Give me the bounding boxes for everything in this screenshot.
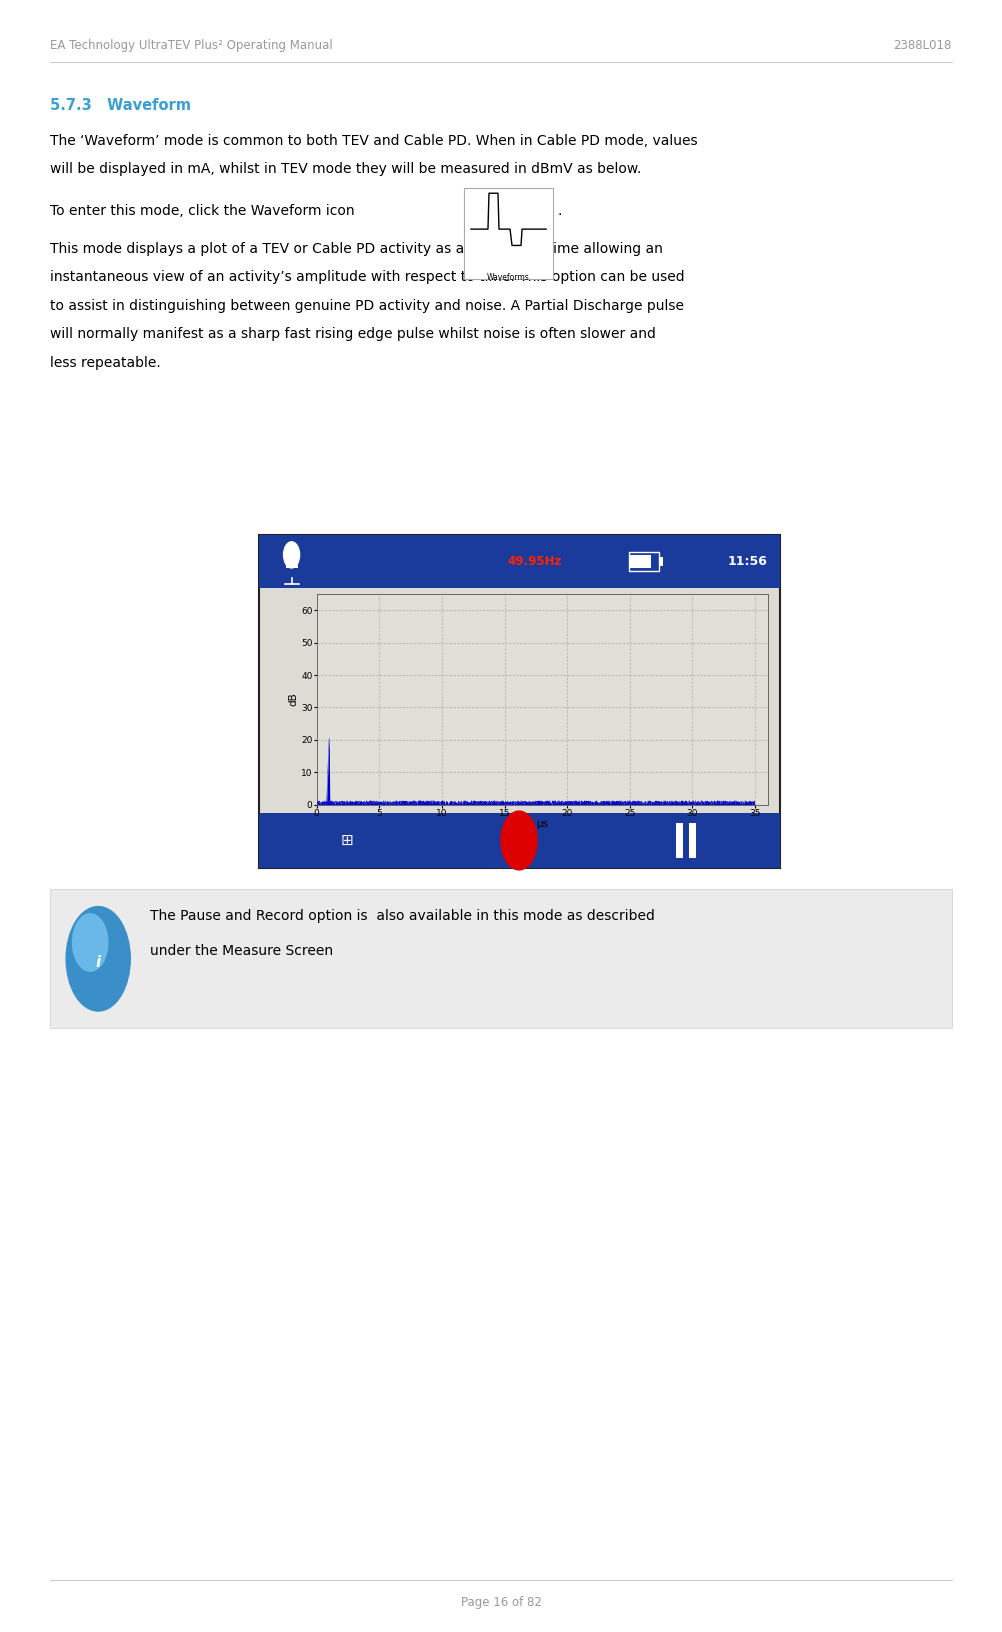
Text: Page 16 of 82: Page 16 of 82 xyxy=(461,1596,541,1609)
Text: less repeatable.: less repeatable. xyxy=(50,356,161,370)
Text: .: . xyxy=(557,204,561,219)
Bar xyxy=(629,552,659,571)
Text: 2388L018: 2388L018 xyxy=(894,39,952,52)
Text: 11:56: 11:56 xyxy=(727,555,768,568)
X-axis label: μs: μs xyxy=(536,819,548,829)
Text: will be displayed in mA, whilst in TEV mode they will be measured in dBmV as bel: will be displayed in mA, whilst in TEV m… xyxy=(50,162,641,176)
Text: instantaneous view of an activity’s amplitude with respect to time. This option : instantaneous view of an activity’s ampl… xyxy=(50,269,684,284)
Circle shape xyxy=(66,907,130,1012)
Text: To enter this mode, click the Waveform icon: To enter this mode, click the Waveform i… xyxy=(50,204,355,219)
Circle shape xyxy=(501,811,537,870)
Text: under the Measure Screen: under the Measure Screen xyxy=(150,943,334,958)
Bar xyxy=(659,557,663,566)
Text: ⊞: ⊞ xyxy=(341,832,354,849)
FancyBboxPatch shape xyxy=(464,188,553,279)
Bar xyxy=(286,552,298,568)
Circle shape xyxy=(72,914,108,971)
Bar xyxy=(688,823,695,858)
Text: 49.95Hz: 49.95Hz xyxy=(507,555,562,568)
Bar xyxy=(630,555,651,568)
Text: i: i xyxy=(95,955,101,969)
Text: This mode displays a plot of a TEV or Cable PD activity as a function of time al: This mode displays a plot of a TEV or Ca… xyxy=(50,242,663,256)
Bar xyxy=(675,823,682,858)
Text: will normally manifest as a sharp fast rising edge pulse whilst noise is often s: will normally manifest as a sharp fast r… xyxy=(50,328,656,341)
Bar xyxy=(259,535,780,588)
Text: The ‘Waveform’ mode is common to both TEV and Cable PD. When in Cable PD mode, v: The ‘Waveform’ mode is common to both TE… xyxy=(50,134,697,149)
Y-axis label: dB: dB xyxy=(289,692,299,707)
Text: Waveforms: Waveforms xyxy=(487,273,530,282)
Text: EA Technology UltraTEV Plus² Operating Manual: EA Technology UltraTEV Plus² Operating M… xyxy=(50,39,333,52)
Bar xyxy=(259,535,780,868)
Bar xyxy=(50,889,952,1028)
Text: to assist in distinguishing between genuine PD activity and noise. A Partial Dis: to assist in distinguishing between genu… xyxy=(50,299,684,313)
Bar xyxy=(259,813,780,868)
Text: The Pause and Record option is  also available in this mode as described: The Pause and Record option is also avai… xyxy=(150,909,655,924)
Circle shape xyxy=(284,542,300,568)
Text: 5.7.3   Waveform: 5.7.3 Waveform xyxy=(50,98,191,113)
